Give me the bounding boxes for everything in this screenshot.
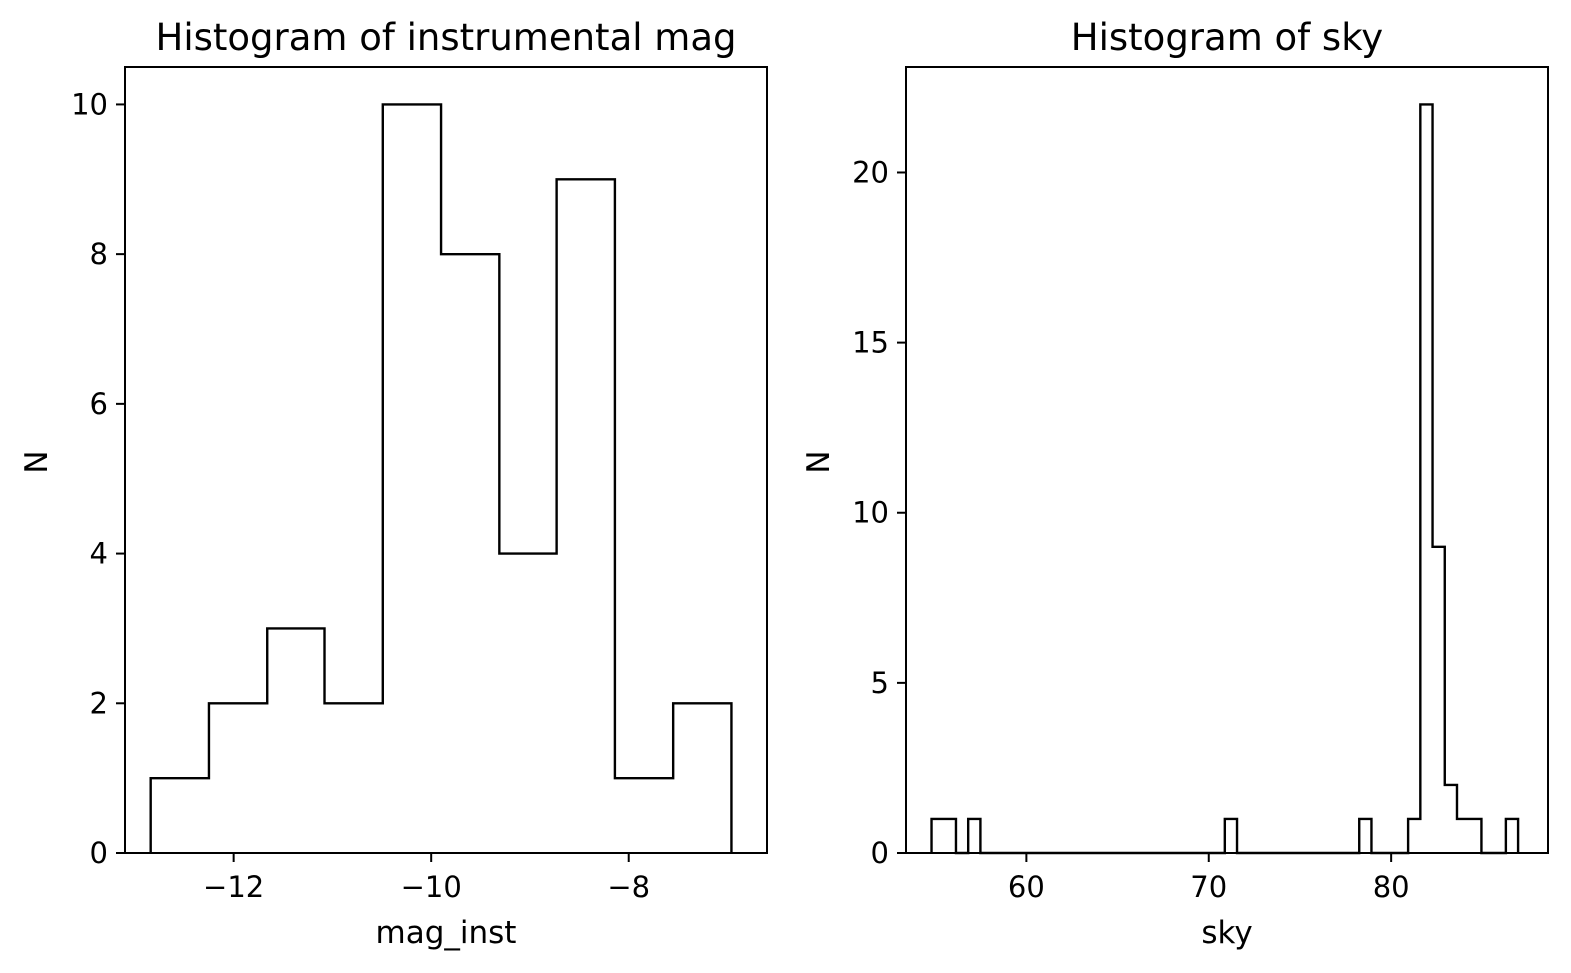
x-tick-label: −10 — [401, 870, 462, 904]
x-tick-label: −8 — [607, 870, 650, 904]
x-tick-label: 70 — [1190, 870, 1227, 904]
y-tick-label: 5 — [871, 666, 889, 700]
x-axis-label: mag_inst — [376, 915, 517, 951]
histogram-step-outline — [930, 103, 1520, 855]
y-axis-label: N — [801, 450, 837, 473]
x-tick-label: 60 — [1008, 870, 1045, 904]
y-tick-label: 6 — [90, 387, 108, 421]
y-tick-label: 0 — [871, 836, 889, 870]
y-tick-label: 10 — [71, 87, 108, 121]
y-tick-label: 0 — [90, 836, 108, 870]
histogram-sky-panel: Histogram of sky sky N 60 70 80 0 5 10 15 20 — [801, 16, 1549, 951]
x-tick-label: −12 — [203, 870, 264, 904]
y-tick-label: 20 — [852, 155, 889, 189]
x-axis-label: sky — [1201, 915, 1252, 951]
y-tick-label: 8 — [90, 237, 108, 271]
histogram-step-outline — [149, 103, 733, 853]
axes-frame — [905, 66, 1549, 854]
chart-title: Histogram of instrumental mag — [156, 16, 737, 59]
y-tick-label: 10 — [852, 496, 889, 530]
x-tick-label: 80 — [1373, 870, 1410, 904]
histogram-mag-inst-panel: Histogram of instrumental mag mag_inst N… — [19, 16, 768, 951]
chart-title: Histogram of sky — [1071, 16, 1383, 59]
y-axis-label: N — [19, 450, 55, 473]
axis-ticks: 60 70 80 0 5 10 15 20 — [852, 155, 1410, 904]
axes-frame — [124, 66, 768, 854]
y-tick-label: 2 — [90, 686, 108, 720]
axis-ticks: −12 −10 −8 0 2 4 6 8 10 — [71, 87, 650, 904]
y-tick-label: 4 — [90, 537, 108, 571]
y-tick-label: 15 — [852, 326, 889, 360]
